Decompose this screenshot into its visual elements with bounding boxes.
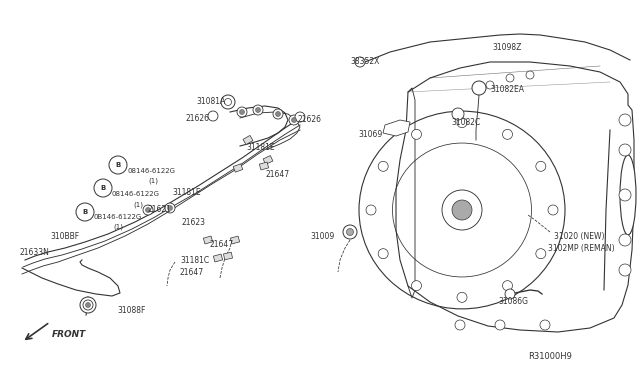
- Text: 21623: 21623: [181, 218, 205, 227]
- Text: 31081A: 31081A: [196, 97, 225, 106]
- Circle shape: [239, 109, 244, 115]
- Circle shape: [378, 248, 388, 259]
- Circle shape: [295, 112, 305, 122]
- Text: 31181E: 31181E: [246, 143, 275, 152]
- Circle shape: [343, 225, 357, 239]
- Circle shape: [168, 205, 173, 211]
- Circle shape: [355, 57, 365, 67]
- Text: B: B: [83, 209, 88, 215]
- Circle shape: [619, 189, 631, 201]
- Text: 21647: 21647: [180, 268, 204, 277]
- Circle shape: [495, 320, 505, 330]
- Text: B: B: [100, 185, 106, 191]
- Circle shape: [536, 161, 546, 171]
- Text: 38352X: 38352X: [350, 57, 380, 66]
- Text: (1): (1): [148, 178, 158, 185]
- Circle shape: [442, 190, 482, 230]
- Circle shape: [378, 161, 388, 171]
- Circle shape: [208, 111, 218, 121]
- Circle shape: [291, 118, 296, 122]
- Polygon shape: [204, 236, 212, 244]
- Text: 3102MP (REMAN): 3102MP (REMAN): [548, 244, 614, 253]
- Text: B: B: [115, 162, 120, 168]
- Ellipse shape: [620, 155, 636, 235]
- Circle shape: [145, 208, 150, 212]
- Polygon shape: [243, 135, 253, 145]
- Circle shape: [346, 228, 353, 235]
- Circle shape: [505, 289, 515, 299]
- Text: 0B146-6122G: 0B146-6122G: [93, 214, 141, 220]
- Circle shape: [452, 108, 464, 120]
- Circle shape: [506, 74, 514, 82]
- Circle shape: [143, 205, 153, 215]
- Circle shape: [526, 71, 534, 79]
- Circle shape: [536, 248, 546, 259]
- Circle shape: [619, 264, 631, 276]
- Circle shape: [273, 109, 283, 119]
- Circle shape: [412, 280, 422, 291]
- Circle shape: [619, 144, 631, 156]
- Polygon shape: [223, 252, 232, 260]
- Circle shape: [502, 129, 513, 140]
- Text: 21626: 21626: [298, 115, 322, 124]
- Text: 21633N: 21633N: [20, 248, 50, 257]
- Text: 31181E: 31181E: [172, 188, 200, 197]
- Circle shape: [366, 205, 376, 215]
- Polygon shape: [233, 164, 243, 172]
- Text: R31000H9: R31000H9: [528, 352, 572, 361]
- Circle shape: [345, 227, 355, 237]
- Polygon shape: [396, 62, 634, 332]
- Circle shape: [165, 203, 175, 213]
- Circle shape: [452, 200, 472, 220]
- Text: 31181C: 31181C: [180, 256, 209, 265]
- Text: 21626: 21626: [185, 114, 209, 123]
- Circle shape: [619, 114, 631, 126]
- Polygon shape: [259, 162, 269, 170]
- Circle shape: [83, 300, 93, 310]
- Text: 310BBF: 310BBF: [50, 232, 79, 241]
- Text: 31082C: 31082C: [451, 118, 480, 127]
- Circle shape: [221, 95, 235, 109]
- Circle shape: [412, 129, 422, 140]
- Polygon shape: [383, 120, 410, 136]
- Circle shape: [472, 81, 486, 95]
- Circle shape: [237, 107, 247, 117]
- Text: 21621: 21621: [148, 205, 172, 214]
- Circle shape: [348, 230, 353, 234]
- Text: 31098Z: 31098Z: [492, 43, 522, 52]
- Circle shape: [80, 297, 96, 313]
- Circle shape: [502, 280, 513, 291]
- Text: 31069: 31069: [358, 130, 382, 139]
- Circle shape: [457, 118, 467, 128]
- Circle shape: [289, 115, 299, 125]
- Text: 31020 (NEW): 31020 (NEW): [554, 232, 605, 241]
- Text: (1): (1): [113, 224, 123, 231]
- Text: 31009: 31009: [310, 232, 334, 241]
- Text: 21647: 21647: [266, 170, 290, 179]
- Circle shape: [275, 112, 280, 116]
- Circle shape: [85, 302, 91, 308]
- Circle shape: [457, 292, 467, 302]
- Polygon shape: [230, 236, 239, 244]
- Circle shape: [619, 234, 631, 246]
- Polygon shape: [263, 155, 273, 164]
- Text: 31086G: 31086G: [498, 297, 528, 306]
- Circle shape: [253, 105, 263, 115]
- Text: 08146-6122G: 08146-6122G: [112, 191, 160, 197]
- Text: 21647: 21647: [210, 240, 234, 249]
- Text: FRONT: FRONT: [52, 330, 86, 339]
- Polygon shape: [213, 254, 223, 262]
- Circle shape: [486, 81, 494, 89]
- Circle shape: [548, 205, 558, 215]
- Text: (1): (1): [133, 201, 143, 208]
- Text: 08146-6122G: 08146-6122G: [128, 168, 176, 174]
- Circle shape: [86, 302, 90, 308]
- Text: 31082EA: 31082EA: [490, 85, 524, 94]
- Circle shape: [255, 108, 260, 112]
- Circle shape: [455, 320, 465, 330]
- Circle shape: [540, 320, 550, 330]
- Text: 31088F: 31088F: [117, 306, 145, 315]
